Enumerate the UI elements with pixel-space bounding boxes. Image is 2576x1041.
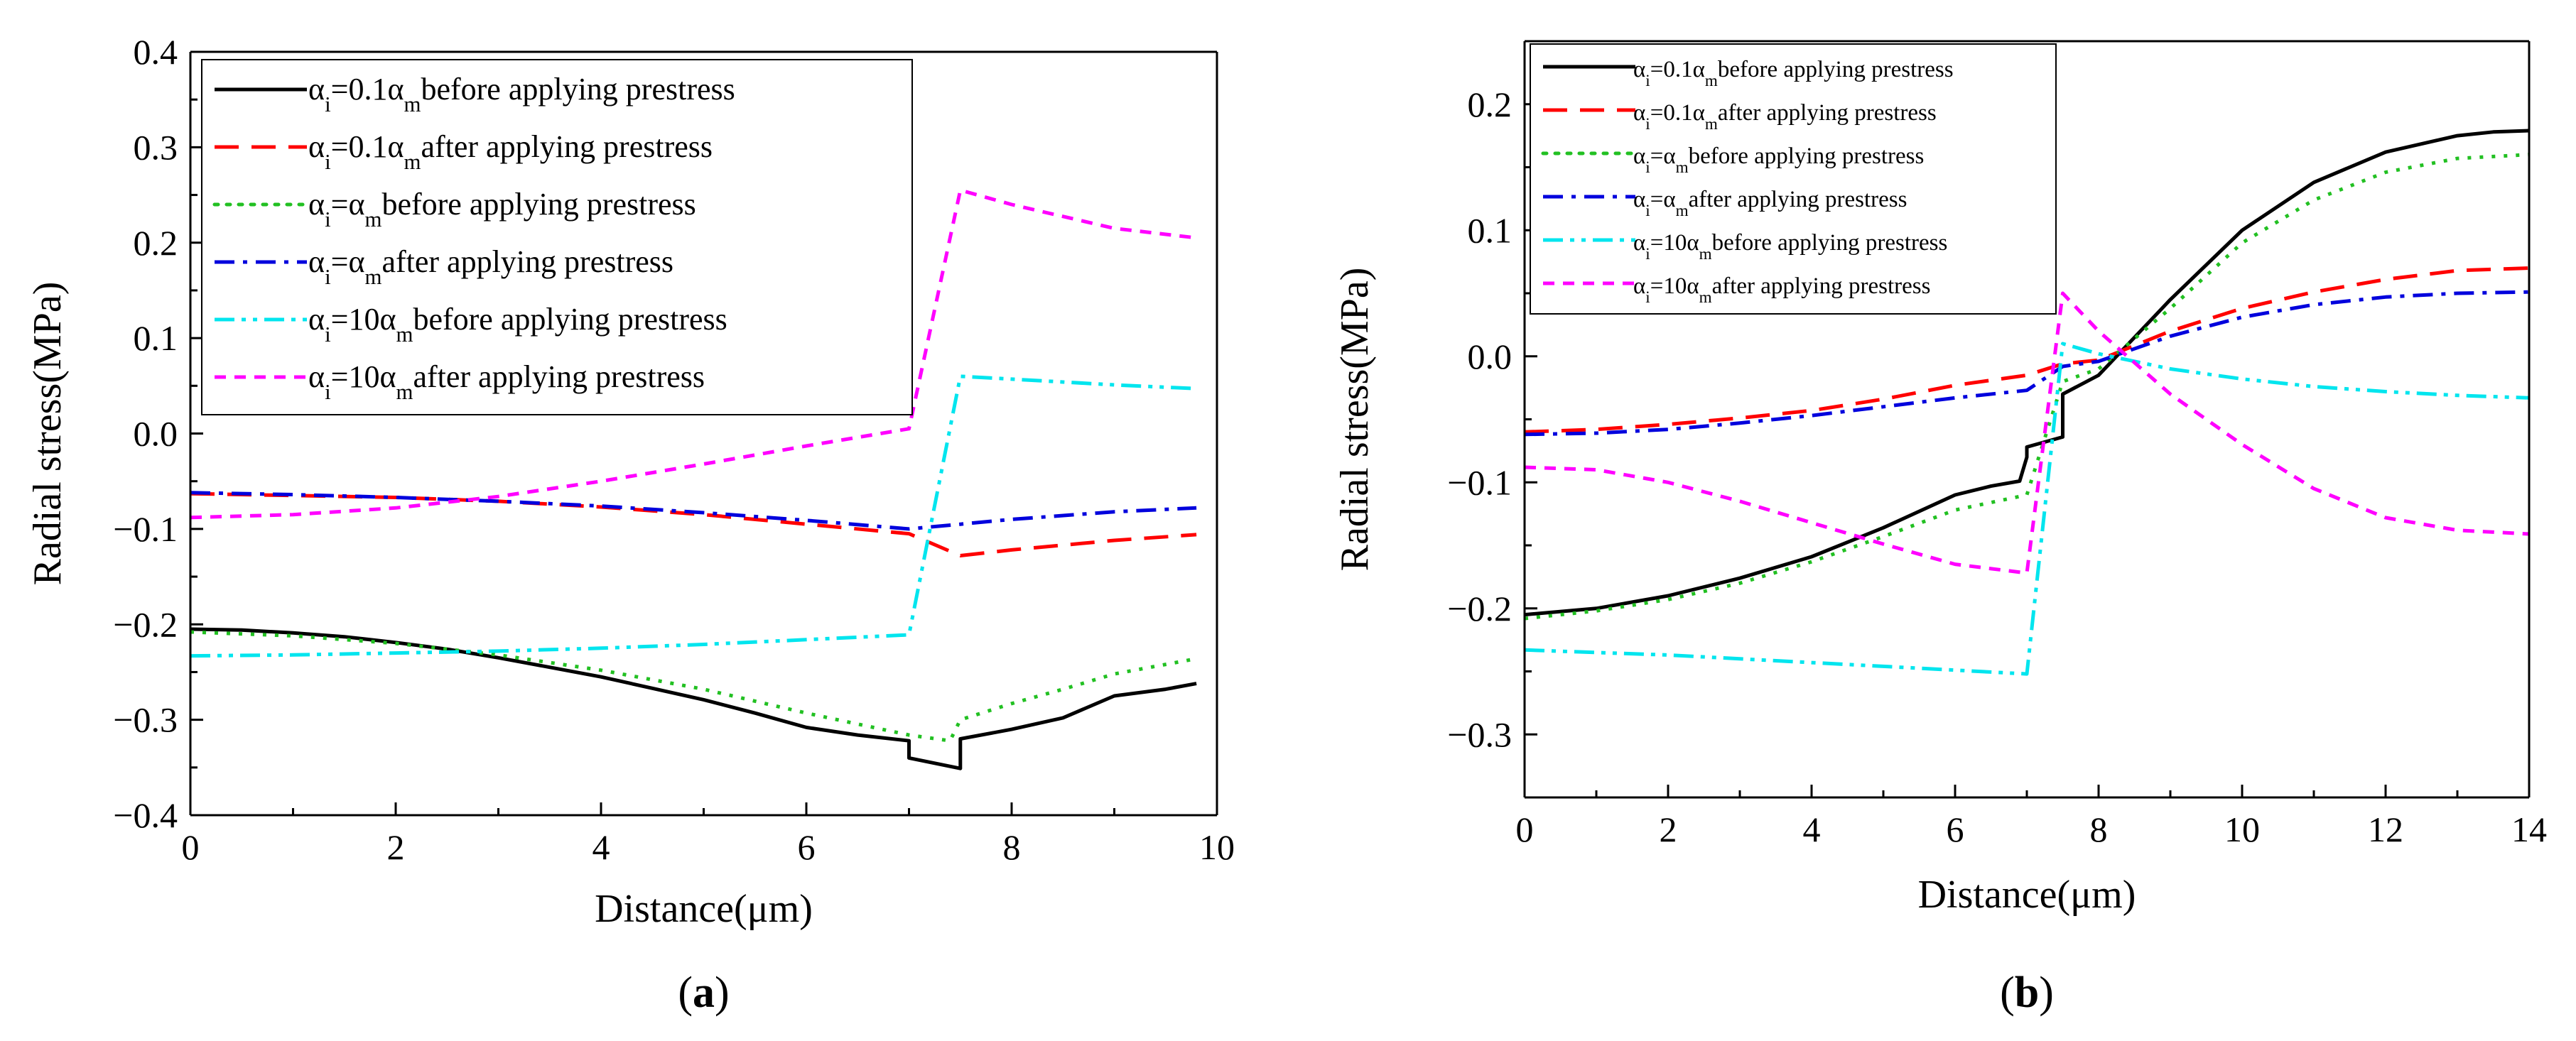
series-group-b xyxy=(1525,129,2529,676)
legend-label-b-4: αi=αmafter applying prestress xyxy=(1633,187,1907,219)
y-tick-label-b: 0.2 xyxy=(1468,85,1512,124)
series-line-b-4 xyxy=(1525,290,2529,437)
y-tick-label-a: −0.1 xyxy=(113,509,178,549)
y-tick-label-b: 0.0 xyxy=(1468,337,1512,376)
legend-box-a xyxy=(201,59,913,415)
y-axis-title-a: Radial stress(MPa) xyxy=(26,282,70,586)
x-axis-title-b: Distance(μm) xyxy=(1918,873,2136,917)
y-tick-label-a: 0.4 xyxy=(134,32,178,72)
legend-label-a-3: αi=αmbefore applying prestress xyxy=(308,187,696,231)
series-line-b-2 xyxy=(1525,266,2529,434)
x-tick-label-b: 4 xyxy=(1803,810,1821,849)
y-tick-label-b: −0.3 xyxy=(1447,714,1512,754)
series-group-a xyxy=(190,188,1197,770)
x-tick-label-a: 6 xyxy=(798,827,816,867)
series-line-a-4 xyxy=(190,491,1197,531)
y-tick-label-a: 0.3 xyxy=(134,127,178,167)
series-line-a-5 xyxy=(190,374,1197,658)
legend-box-b xyxy=(1530,43,2057,315)
x-tick-label-b: 2 xyxy=(1660,810,1677,849)
series-line-a-2 xyxy=(190,491,1197,557)
legend-label-a-6: αi=10αmafter applying prestress xyxy=(308,359,705,404)
series-line-a-3 xyxy=(190,630,1197,743)
x-tick-label-a: 10 xyxy=(1199,827,1235,867)
x-tick-label-b: 6 xyxy=(1947,810,1964,849)
legend-label-a-4: αi=αmafter applying prestress xyxy=(308,244,673,289)
panel-b: 0 2 4 6 8 10 12 14 −0.3 −0.2 −0.1 0.0 0.1 0.2 Distance… xyxy=(1333,40,2547,1017)
x-axis-title-a: Distance(μm) xyxy=(595,887,813,931)
series-line-a-1 xyxy=(190,627,1197,770)
y-tick-label-a: 0.2 xyxy=(134,223,178,263)
legend-label-b-5: αi=10αmbefore applying prestress xyxy=(1633,230,1947,263)
panel-label-b: (b) xyxy=(2000,969,2054,1017)
legend-label-a-2: αi=0.1αmafter applying prestress xyxy=(308,129,713,174)
legend-label-b-1: αi=0.1αmbefore applying prestress xyxy=(1633,57,1954,89)
legend-label-b-2: αi=0.1αmafter applying prestress xyxy=(1633,100,1937,133)
legend-label-a-5: αi=10αmbefore applying prestress xyxy=(308,302,727,347)
y-tick-label-b: 0.1 xyxy=(1468,210,1512,250)
x-tick-label-b: 10 xyxy=(2224,810,2260,849)
series-line-b-1 xyxy=(1525,129,2529,617)
series-line-b-6 xyxy=(1525,291,2529,575)
y-tick-label-a: 0.0 xyxy=(134,414,178,454)
legend-label-b-6: αi=10αmafter applying prestress xyxy=(1633,273,1931,306)
x-tick-label-b: 14 xyxy=(2511,810,2547,849)
y-tick-label-a: 0.1 xyxy=(134,318,178,358)
panel-a: 0 2 4 6 8 10 −0.4 −0.3 −0.2 −0.1 0.0 0.1 0.2 0.3 0.4 Di… xyxy=(26,32,1235,1017)
series-line-b-5 xyxy=(1525,342,2529,676)
legend-label-a-1: αi=0.1αmbefore applying prestress xyxy=(308,72,735,116)
legend-b: αi=0.1αmbefore applying prestress αi=0.1α… xyxy=(1530,43,2057,315)
legend-label-b-3: αi=αmbefore applying prestress xyxy=(1633,143,1924,176)
x-tick-label-a: 0 xyxy=(182,827,200,867)
y-tick-label-a: −0.2 xyxy=(113,604,178,644)
x-tick-label-b: 8 xyxy=(2090,810,2108,849)
legend-a: αi=0.1αmbefore applying prestress αi=0.1α… xyxy=(201,59,913,415)
x-tick-label-a: 4 xyxy=(592,827,610,867)
y-axis-title-b: Radial stress(MPa) xyxy=(1333,268,1377,572)
x-tick-label-b: 0 xyxy=(1516,810,1534,849)
x-tick-label-a: 2 xyxy=(387,827,405,867)
series-line-b-3 xyxy=(1525,153,2529,621)
panel-label-a: (a) xyxy=(678,969,729,1017)
x-tick-label-b: 12 xyxy=(2368,810,2403,849)
x-tick-label-a: 8 xyxy=(1003,827,1021,867)
y-tick-label-a: −0.4 xyxy=(113,795,178,835)
y-tick-label-b: −0.1 xyxy=(1447,462,1512,502)
y-tick-label-b: −0.2 xyxy=(1447,589,1512,628)
y-tick-label-a: −0.3 xyxy=(113,700,178,740)
series-line-a-6 xyxy=(190,188,1197,520)
